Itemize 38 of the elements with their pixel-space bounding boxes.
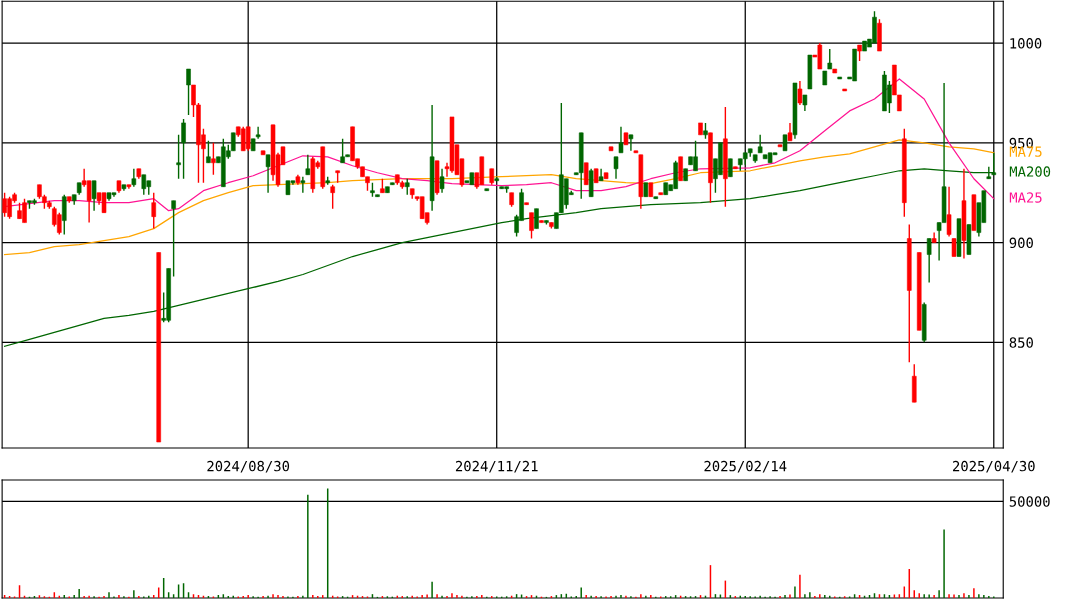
candlestick [141,174,147,196]
candlestick [926,237,932,284]
candlestick [678,156,683,182]
candlestick [181,118,186,180]
candlestick [176,134,181,180]
candlestick [245,126,251,152]
candlestick [265,154,271,194]
candlestick [583,162,589,186]
series-label: MA25 [1009,192,1042,203]
candlestick [797,80,803,106]
y-tick-label: 50000 [1009,496,1050,507]
candlestick [300,176,306,194]
y-tick-label: 850 [1009,337,1033,348]
x-tick-label: 2025/04/30 [953,460,1035,473]
candlestick [613,156,619,180]
x-tick-label: 2025/02/14 [704,460,787,473]
candlestick [439,168,445,194]
candlestick [330,184,335,210]
candlestick [211,142,216,176]
candlestick [91,180,97,212]
candlestick [618,126,624,154]
candlestick [529,211,534,240]
candlestick [305,154,311,176]
y-tick-label: 1000 [1010,38,1042,49]
candlestick [827,48,833,70]
line-series [3,139,995,256]
y-tick-label: 900 [1009,237,1033,249]
series-label: MA200 [1009,166,1051,177]
candlestick [186,68,191,116]
candlestick [206,140,211,164]
x-tick-label: 2024/11/21 [455,460,538,473]
candlestick [62,193,67,236]
candlestick [946,186,952,238]
candlestick [151,191,156,230]
candlestick [628,134,634,152]
candlestick [534,207,539,230]
x-tick-label: 2024/08/30 [207,460,290,473]
candlestick [171,199,176,278]
